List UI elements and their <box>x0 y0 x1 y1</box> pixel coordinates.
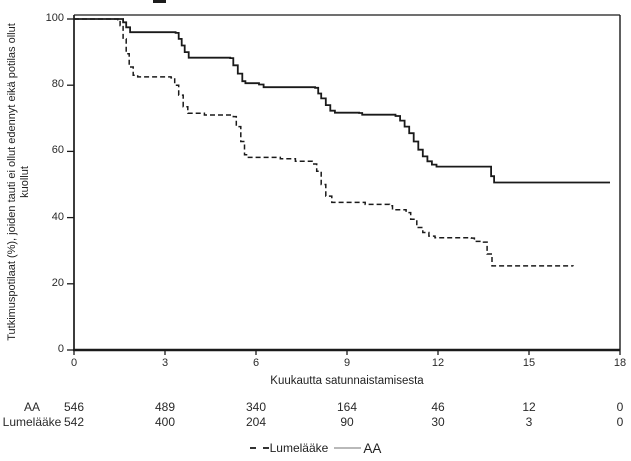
x-tick-label: 15 <box>522 357 536 369</box>
x-tick-label: 6 <box>252 357 260 369</box>
at-risk-count: 542 <box>63 415 85 429</box>
lumelaake-survival-curve <box>74 18 574 267</box>
at-risk-row-label: AA <box>23 400 40 414</box>
at-risk-count: 0 <box>616 415 624 429</box>
at-risk-count: 164 <box>336 400 358 414</box>
y-tick-label: 40 <box>51 210 64 223</box>
at-risk-count: 340 <box>245 400 267 414</box>
x-tick-label: 0 <box>70 357 78 369</box>
aa-survival-curve <box>74 18 610 184</box>
y-tick-label: 100 <box>45 12 64 24</box>
y-tick-label: 0 <box>57 343 64 355</box>
at-risk-count: 204 <box>245 415 267 429</box>
y-tick-label: 80 <box>51 78 64 91</box>
x-tick-label: 9 <box>343 357 351 369</box>
y-tick-label: 20 <box>51 276 64 289</box>
cropped-title-fragment <box>153 0 166 3</box>
x-tick-label: 12 <box>431 357 445 369</box>
at-risk-count: 90 <box>340 415 354 429</box>
legend-label-aa: AA <box>363 440 382 456</box>
x-tick-label: 3 <box>161 357 169 369</box>
at-risk-row-aa: AA 546 489 340 164 46 12 0 <box>0 400 631 414</box>
at-risk-count: 3 <box>525 415 533 429</box>
legend: Lumelääke AA <box>0 439 631 457</box>
lumelaake-dashed-line-swatch <box>249 447 269 449</box>
at-risk-count: 489 <box>154 400 176 414</box>
at-risk-count: 12 <box>522 400 536 414</box>
aa-solid-line-swatch <box>334 447 362 449</box>
at-risk-row-label: Lumelääke <box>2 415 62 429</box>
at-risk-count: 46 <box>431 400 445 414</box>
at-risk-row-lumelaake: Lumelääke 542 400 204 90 30 3 0 <box>0 415 631 429</box>
x-axis-title: Kuukautta satunnaistamisesta <box>270 375 424 387</box>
legend-label-lumelaake: Lumelääke <box>269 441 329 455</box>
x-tick-label: 18 <box>613 357 627 369</box>
at-risk-count: 400 <box>154 415 176 429</box>
at-risk-count: 0 <box>616 400 624 414</box>
at-risk-count: 546 <box>63 400 85 414</box>
at-risk-count: 30 <box>431 415 445 429</box>
y-tick-label: 60 <box>51 144 64 157</box>
